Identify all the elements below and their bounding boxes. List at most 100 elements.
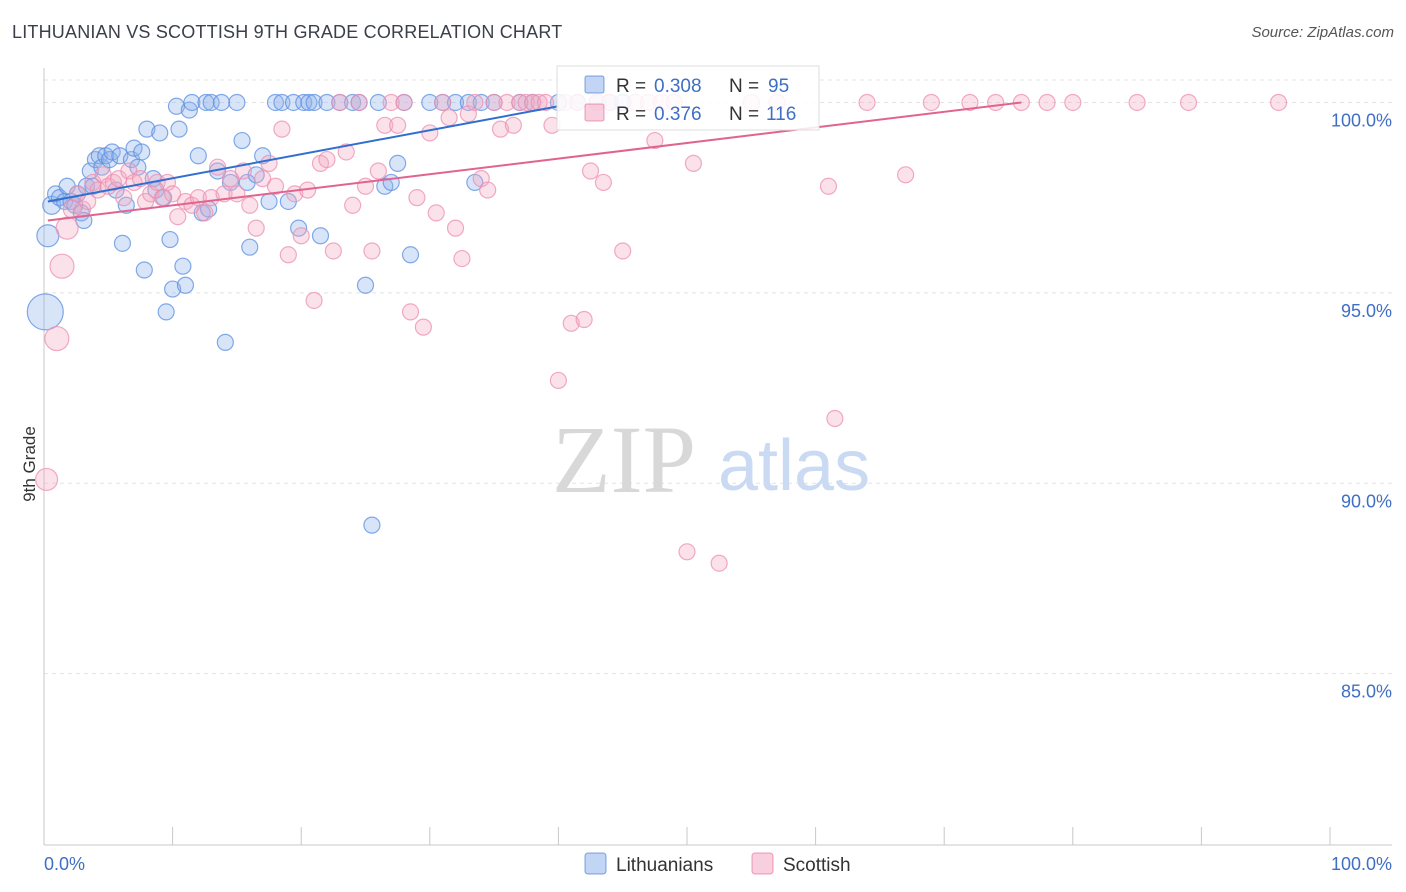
point-lith <box>421 93 439 112</box>
point-lith <box>157 303 175 321</box>
point-scot <box>922 93 940 112</box>
point-lith <box>300 93 318 112</box>
point-lith <box>382 173 400 192</box>
point-lith <box>26 293 64 331</box>
stats-r-value-scottish: 0.376 <box>654 104 702 125</box>
point-lith <box>241 238 259 256</box>
point-scot <box>34 467 59 492</box>
point-scot <box>710 554 728 572</box>
point-lith <box>103 143 121 161</box>
point-scot <box>389 116 407 134</box>
point-scot <box>987 93 1005 112</box>
point-lith <box>363 516 381 534</box>
point-scot <box>382 93 400 112</box>
point-lith <box>305 93 323 112</box>
point-scot <box>324 242 342 260</box>
y-tick-label: 85.0% <box>1341 682 1392 702</box>
point-scot <box>517 93 535 112</box>
chart-title: LITHUANIAN VS SCOTTISH 9TH GRADE CORRELA… <box>12 22 563 42</box>
point-scot <box>446 219 465 237</box>
point-lith <box>369 93 387 112</box>
point-scot <box>266 177 285 195</box>
watermark-zip: ZIP <box>552 406 696 513</box>
y-tick-label: 95.0% <box>1341 301 1392 321</box>
stats-n-label-lithuanians: N = <box>729 76 759 97</box>
point-scot <box>228 185 246 203</box>
y-tick-label: 100.0% <box>1331 110 1392 130</box>
legend-swatch-lithuanians <box>584 852 607 875</box>
point-scot <box>440 109 458 127</box>
point-lith <box>135 261 153 279</box>
point-scot <box>344 196 362 214</box>
point-scot <box>408 189 426 207</box>
point-scot <box>292 227 310 245</box>
point-scot <box>549 371 568 390</box>
point-lith <box>266 93 285 112</box>
point-scot <box>684 154 703 172</box>
axes <box>43 68 1392 846</box>
trend-line-scot <box>47 101 1022 222</box>
x-tick-label: 0.0% <box>44 854 85 874</box>
point-scot <box>427 204 445 222</box>
point-scot <box>453 249 471 268</box>
y-tick-label: 90.0% <box>1341 491 1392 511</box>
point-lith <box>174 257 192 275</box>
point-scot <box>376 116 394 134</box>
point-scot <box>221 170 240 188</box>
stats-box: R = 0.308 N = 95 R = 0.376 N = 116 <box>556 65 820 131</box>
point-scot <box>498 93 516 112</box>
point-scot <box>594 173 613 192</box>
point-scot <box>209 158 227 176</box>
point-lith <box>233 131 251 150</box>
point-scot <box>234 162 252 180</box>
point-lith <box>212 93 231 112</box>
stats-n-label-scottish: N = <box>729 104 759 125</box>
point-scot <box>536 93 555 112</box>
point-scot <box>164 185 182 203</box>
x-tick-label: 100.0% <box>1331 854 1392 874</box>
point-scot <box>115 189 133 207</box>
point-scot <box>646 131 664 150</box>
point-scot <box>49 253 75 279</box>
point-scot <box>562 314 580 332</box>
point-scot <box>511 93 529 112</box>
point-scot <box>241 196 259 214</box>
point-scot <box>1064 93 1082 112</box>
point-scot <box>395 93 413 112</box>
trend-line-lith <box>47 105 559 203</box>
point-scot <box>273 120 291 138</box>
point-lith <box>356 276 375 294</box>
point-scot <box>479 181 497 199</box>
point-scot <box>55 216 79 240</box>
point-scot <box>466 93 484 112</box>
point-scot <box>331 93 349 112</box>
point-scot <box>485 93 503 112</box>
point-scot <box>421 124 439 142</box>
point-scot <box>337 143 355 161</box>
point-scot <box>434 93 452 112</box>
point-scot <box>491 120 510 138</box>
point-scot <box>401 303 420 321</box>
point-lith <box>311 227 330 245</box>
point-lith <box>176 276 195 294</box>
point-scot <box>1128 93 1146 112</box>
point-lith <box>446 93 465 112</box>
point-lith <box>138 120 156 138</box>
stats-r-label-lithuanians: R = <box>616 76 646 97</box>
point-scot <box>961 93 979 112</box>
point-lith <box>125 139 143 157</box>
stats-r-value-lithuanians: 0.308 <box>654 76 702 97</box>
watermark-atlas: atlas <box>718 426 870 506</box>
point-scot <box>414 318 432 336</box>
point-lith <box>113 234 132 252</box>
point-scot <box>826 409 844 428</box>
stats-swatch-lithuanians <box>584 75 605 94</box>
point-lith <box>344 93 362 112</box>
legend-swatch-scottish <box>751 852 774 875</box>
point-lith <box>472 93 490 112</box>
point-scot <box>581 162 600 180</box>
point-scot <box>1038 93 1056 112</box>
stats-r-label-scottish: R = <box>616 104 646 125</box>
point-lith <box>189 147 207 165</box>
